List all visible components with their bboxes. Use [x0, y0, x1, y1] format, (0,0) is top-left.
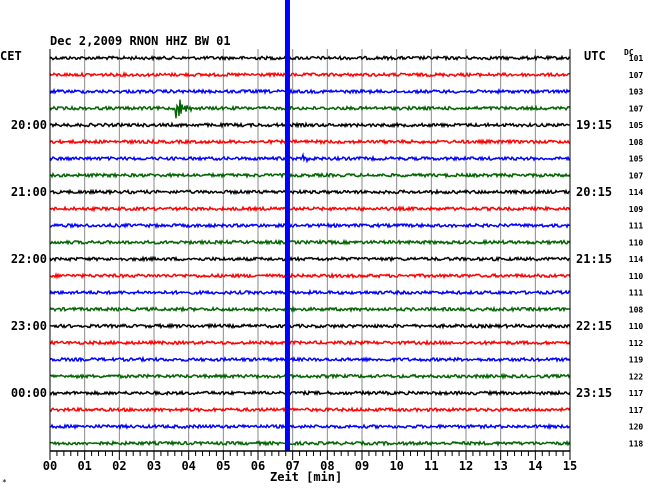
trace-line-4 [49, 121, 571, 129]
trace-line-7 [49, 171, 571, 179]
trace-line-16 [49, 322, 571, 330]
dc-value: 114 [629, 255, 644, 264]
trace-line-3 [49, 99, 571, 119]
x-tick-label: 03 [147, 459, 161, 473]
dc-value: 111 [629, 222, 644, 231]
trace-line-14 [49, 288, 571, 296]
dc-value: 117 [629, 389, 644, 398]
dc-value: 105 [629, 121, 644, 130]
x-tick-label: 02 [112, 459, 126, 473]
trace-line-12 [49, 255, 570, 263]
trace-line-6 [49, 152, 571, 164]
dc-label: DC [624, 48, 634, 57]
dc-value: 119 [629, 356, 644, 365]
x-tick-label: 12 [459, 459, 473, 473]
right-time-label: 21:15 [576, 252, 612, 266]
trace-line-11 [49, 238, 571, 246]
right-time-label: 20:15 [576, 185, 612, 199]
x-tick-label: 14 [528, 459, 542, 473]
chart-title: Dec 2,2009 RNON HHZ BW 01 [50, 34, 231, 48]
dc-value: 112 [629, 339, 644, 348]
trace-line-19 [49, 372, 571, 381]
x-tick-label: 15 [563, 459, 577, 473]
trace-line-21 [49, 406, 571, 414]
left-time-label: 21:00 [11, 185, 47, 199]
trace-line-13 [49, 271, 571, 280]
right-time-label: 19:15 [576, 118, 612, 132]
x-tick-label: 10 [389, 459, 403, 473]
x-tick-label: 04 [181, 459, 195, 473]
x-tick-label: 05 [216, 459, 230, 473]
trace-line-20 [49, 389, 571, 397]
dc-value: 118 [629, 439, 644, 448]
trace-line-1 [49, 71, 571, 79]
x-tick-label: 08 [320, 459, 334, 473]
dc-value: 117 [629, 406, 644, 415]
dc-value: 108 [629, 305, 644, 314]
trace-line-23 [49, 439, 571, 447]
x-axis-label: Zeit [min] [270, 470, 343, 484]
dc-value: 109 [629, 205, 644, 214]
left-time-label: 23:00 [11, 319, 47, 333]
dc-value: 108 [629, 138, 644, 147]
dc-value: 107 [629, 171, 644, 180]
trace-line-0 [49, 54, 571, 62]
trace-line-15 [49, 305, 571, 313]
left-time-label: 22:00 [11, 252, 47, 266]
dc-value: 107 [629, 104, 644, 113]
x-tick-label: 09 [355, 459, 369, 473]
dc-value: 110 [629, 272, 644, 281]
trace-line-8 [49, 188, 571, 196]
x-tick-label: 06 [251, 459, 265, 473]
trace-line-9 [49, 205, 571, 213]
left-time-label: 20:00 [11, 118, 47, 132]
trace-line-10 [50, 222, 571, 230]
trace-line-2 [49, 87, 571, 96]
x-tick-label: 13 [493, 459, 507, 473]
trace-line-18 [49, 355, 571, 364]
x-tick-label: 00 [43, 459, 57, 473]
corner-mark: * [2, 478, 7, 487]
right-time-label: 22:15 [576, 319, 612, 333]
trace-line-5 [49, 138, 571, 146]
left-axis-label: CET [0, 49, 22, 63]
x-tick-label: 07 [285, 459, 299, 473]
dc-value: 120 [629, 423, 644, 432]
dc-value: 103 [629, 88, 644, 97]
dc-value: 110 [629, 322, 644, 331]
trace-line-22 [49, 422, 571, 431]
dc-value: 111 [629, 289, 644, 298]
x-tick-label: 01 [77, 459, 91, 473]
trace-line-17 [49, 339, 571, 347]
dc-value: 105 [629, 155, 644, 164]
right-axis-label: UTC [584, 49, 606, 63]
x-tick-label: 11 [424, 459, 438, 473]
dc-value: 107 [629, 71, 644, 80]
left-time-label: 00:00 [11, 386, 47, 400]
dc-value: 110 [629, 238, 644, 247]
dc-value: 122 [629, 372, 644, 381]
dc-value: 114 [629, 188, 644, 197]
right-time-label: 23:15 [576, 386, 612, 400]
dc-value: 101 [629, 54, 644, 63]
